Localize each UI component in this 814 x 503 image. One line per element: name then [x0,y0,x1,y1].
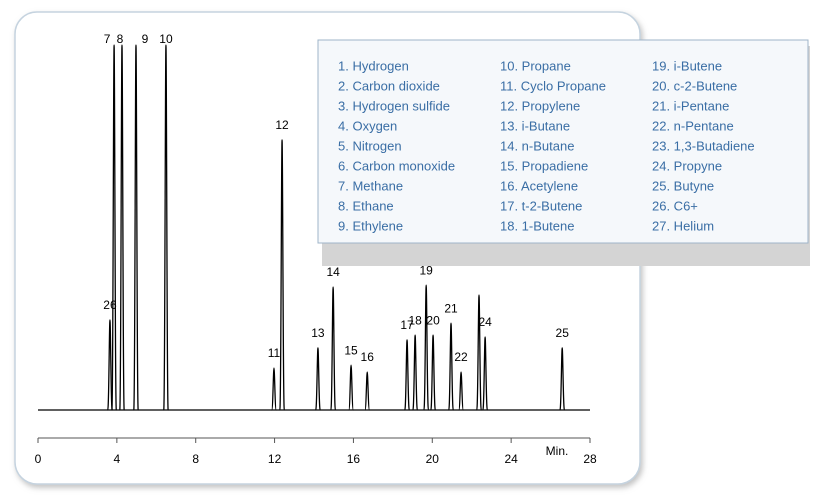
peak-label: 8 [117,32,124,46]
legend-entry: 20. c-2-Butene [652,78,737,93]
legend-entry: 1. Hydrogen [338,58,409,73]
legend-entry: 11. Cyclo Propane [500,78,606,93]
legend-entry: 5. Nitrogen [338,138,402,153]
legend-entry: 10. Propane [500,58,571,73]
peak-label: 18 [408,313,422,327]
x-tick-label: 0 [35,452,42,466]
peak [430,334,436,411]
peak-label: 21 [444,301,458,315]
peak [107,319,113,411]
x-tick-label: 28 [583,452,597,466]
peak [315,347,321,411]
legend-entry: 3. Hydrogen sulfide [338,98,450,113]
legend-entry: 21. i-Pentane [652,98,729,113]
peak-label: 24 [478,315,492,329]
peak-label: 25 [556,326,570,340]
peak [412,334,418,411]
peak [133,44,139,411]
peak [364,371,371,411]
peak-label: 10 [159,32,173,46]
peak-label: 19 [419,263,433,277]
peak [348,364,354,411]
peak-label: 13 [311,326,325,340]
peak [404,339,410,411]
peak-label: 12 [275,118,289,132]
x-tick-label: 20 [426,452,440,466]
peak [279,139,285,411]
peak-label: 17 [400,318,414,332]
peak-label: 20 [426,313,440,327]
x-tick-label: 4 [114,452,121,466]
peak [458,371,464,411]
legend-entry: 14. n-Butane [500,138,574,153]
legend-entry: 4. Oxygen [338,118,397,133]
x-axis-label: Min. [546,444,569,458]
x-tick-label: 12 [268,452,282,466]
peak [476,294,482,411]
legend-entry: 26. C6+ [652,198,698,213]
legend-entry: 2. Carbon dioxide [338,78,440,93]
legend-entry: 23. 1,3-Butadiene [652,138,755,153]
legend-entry: 7. Methane [338,178,403,193]
peak-label: 15 [344,343,358,357]
peak-label: 16 [361,350,375,364]
peak-label: 14 [326,265,340,279]
legend-entry: 13. i-Butane [500,118,570,133]
legend-entry: 22. n-Pentane [652,118,734,133]
peak-label: 9 [142,32,149,46]
peak [111,44,117,411]
legend-box [317,39,809,244]
legend-entry: 17. t-2-Butene [500,198,582,213]
legend-entry: 8. Ethane [338,198,394,213]
legend-entry: 16. Acetylene [500,178,578,193]
peak [330,286,336,411]
peak [423,284,430,411]
peak-label: 11 [268,346,281,360]
legend-entry: 6. Carbon monoxide [338,158,455,173]
legend-entry: 9. Ethylene [338,218,403,233]
peak [448,322,454,411]
legend-entry: 19. i-Butene [652,58,722,73]
legend-entry: 15. Propadiene [500,158,588,173]
legend-entry: 27. Helium [652,218,714,233]
legend-entry: 12. Propylene [500,98,580,113]
legend-entry: 18. 1-Butene [500,218,574,233]
peak [559,347,566,411]
x-tick-label: 16 [347,452,361,466]
peak-label: 26 [103,298,117,312]
legend-entry: 24. Propyne [652,158,722,173]
x-tick-label: 24 [504,452,518,466]
legend-entry: 25. Butyne [652,178,714,193]
peak [482,336,488,411]
peak-label: 22 [454,350,468,364]
peak-label: 7 [104,32,111,46]
peak [119,44,125,411]
peak [271,367,277,411]
peak [163,44,169,411]
x-tick-label: 8 [192,452,199,466]
